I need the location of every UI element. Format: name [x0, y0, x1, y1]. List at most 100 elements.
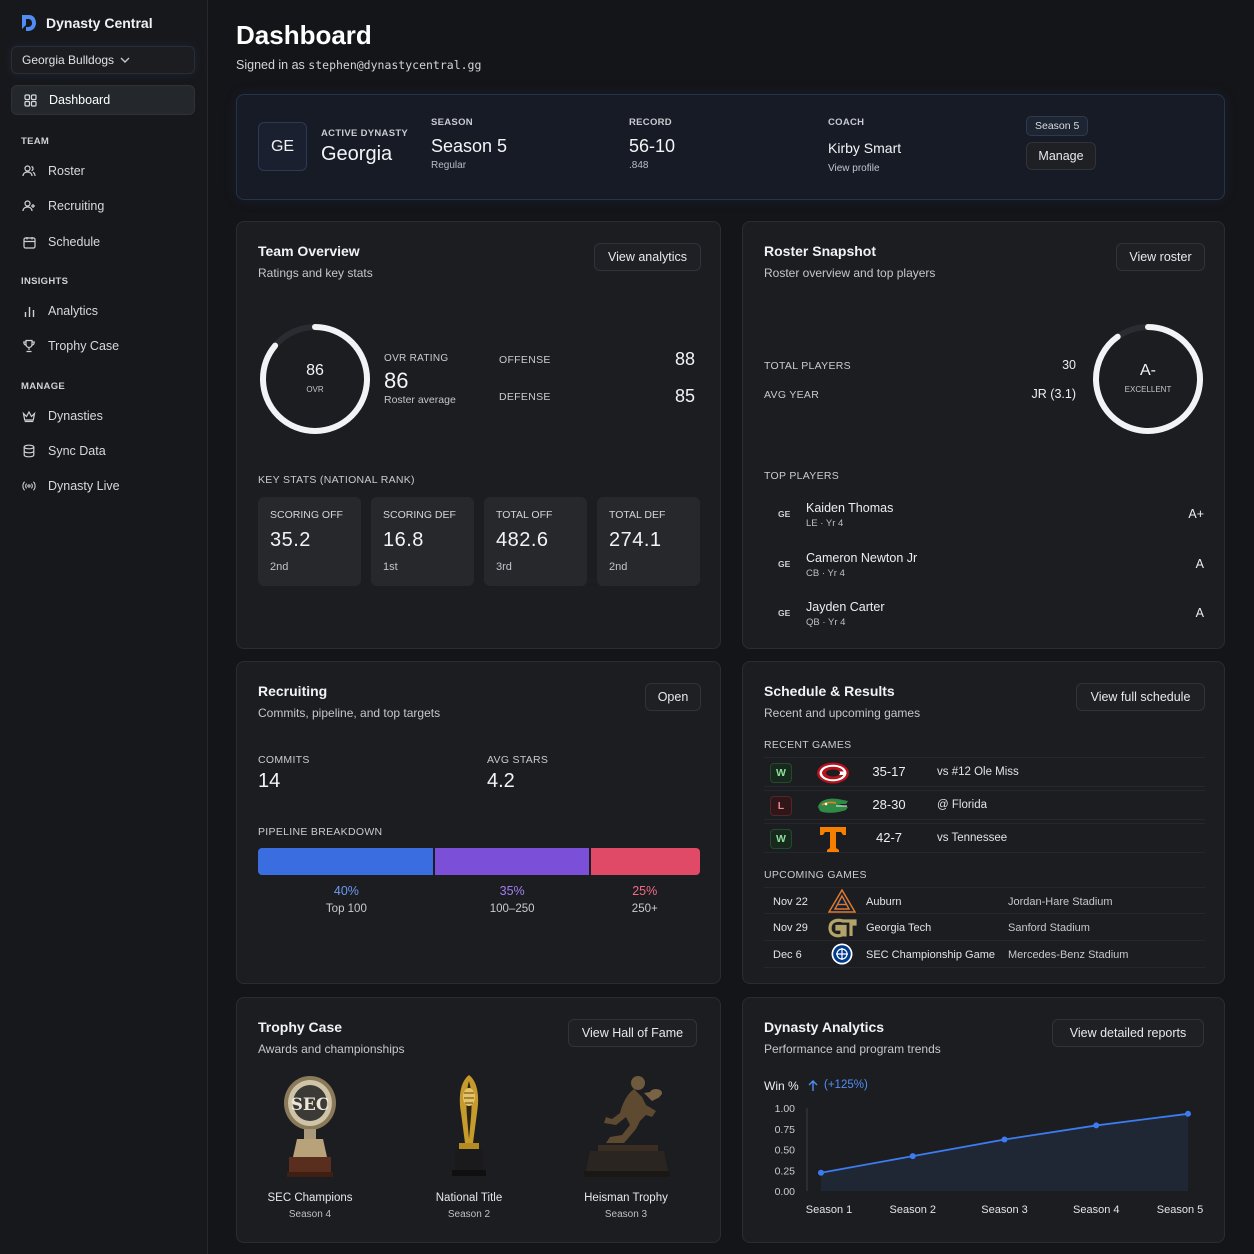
- record-percentage: .848: [629, 160, 649, 171]
- ovr-rating-value: 86: [384, 368, 409, 393]
- view-detailed-reports-button[interactable]: View detailed reports: [1052, 1019, 1204, 1047]
- data-point[interactable]: [909, 1153, 916, 1160]
- sidebar-item-label: Trophy Case: [48, 339, 120, 353]
- player-name: Jayden Carter: [806, 600, 885, 614]
- sidebar: Dynasty Central Georgia Bulldogs Dashboa…: [0, 0, 208, 1254]
- ovr-caption: Roster average: [384, 394, 456, 406]
- view-profile-link[interactable]: View profile: [828, 163, 880, 174]
- card-subtitle: Commits, pipeline, and top targets: [258, 706, 441, 720]
- georgia-tech-logo-icon: [828, 918, 857, 938]
- recent-game-row[interactable]: W 42-7 vs Tennessee: [764, 823, 1205, 853]
- upcoming-game-row[interactable]: Nov 22 Auburn Jordan-Hare Stadium: [764, 887, 1205, 914]
- trophy-item[interactable]: Heisman Trophy Season 3: [551, 1073, 701, 1220]
- defense-value: 85: [674, 386, 695, 406]
- manage-button[interactable]: Manage: [1026, 142, 1096, 170]
- y-tick-label: 1.00: [775, 1103, 796, 1115]
- team-overview-card: Team Overview Ratings and key stats View…: [236, 221, 721, 649]
- data-point[interactable]: [1185, 1110, 1191, 1117]
- top-players-label: TOP PLAYERS: [764, 470, 840, 482]
- sidebar-item-label: Dynasties: [48, 409, 103, 423]
- view-hall-of-fame-button[interactable]: View Hall of Fame: [568, 1019, 697, 1047]
- team-badge: GE: [258, 122, 307, 171]
- pipeline-label: PIPELINE BREAKDOWN: [258, 826, 383, 838]
- stat-value: 35.2: [270, 529, 311, 551]
- player-team-badge: GE: [778, 608, 791, 618]
- view-analytics-button[interactable]: View analytics: [594, 243, 701, 271]
- player-grade: A: [1195, 557, 1204, 571]
- recent-game-row[interactable]: L 28-30 @ Florida: [764, 790, 1205, 820]
- trophy-name: SEC Champions: [267, 1192, 353, 1204]
- view-full-schedule-button[interactable]: View full schedule: [1076, 683, 1205, 711]
- upcoming-game-row[interactable]: Dec 6 SEC Championship Game Mercedes-Ben…: [764, 941, 1205, 968]
- active-dynasty-banner: GE ACTIVE DYNASTY Georgia SEASON Season …: [236, 94, 1225, 200]
- game-score: 42-7: [875, 830, 903, 845]
- pipeline-percent: 40%: [333, 884, 359, 898]
- card-subtitle: Performance and program trends: [764, 1042, 941, 1056]
- card-title: Recruiting: [258, 683, 328, 699]
- nav-section-insights: INSIGHTS: [21, 276, 69, 287]
- sidebar-item-recruiting[interactable]: Recruiting: [11, 191, 195, 221]
- team-select[interactable]: Georgia Bulldogs: [11, 46, 195, 74]
- open-button[interactable]: Open: [645, 683, 701, 711]
- pipeline-legend-item: 40% Top 100: [301, 884, 391, 915]
- sec-trophy-emblem: SEC: [291, 1095, 330, 1115]
- brand[interactable]: Dynasty Central: [20, 13, 153, 33]
- data-point[interactable]: [1093, 1122, 1100, 1129]
- ovr-rating-label: OVR RATING: [384, 353, 449, 364]
- x-tick-label: Season 1: [806, 1204, 852, 1216]
- tennessee-t-logo-icon: [820, 827, 846, 852]
- sidebar-item-dynasties[interactable]: Dynasties: [11, 401, 195, 431]
- trophy-item[interactable]: National Title Season 2: [394, 1073, 544, 1220]
- sidebar-item-trophy-case[interactable]: Trophy Case: [11, 331, 195, 361]
- defense-label: DEFENSE: [499, 391, 551, 403]
- x-tick-label: Season 4: [1073, 1204, 1119, 1216]
- sidebar-item-label: Sync Data: [48, 444, 106, 458]
- player-row[interactable]: GE Jayden Carter QB · Yr 4 A: [764, 594, 1204, 634]
- stat-label: SCORING DEF: [383, 509, 456, 521]
- pipeline-tier-label: 100–250: [489, 903, 535, 915]
- upcoming-games-label: UPCOMING GAMES: [764, 869, 867, 881]
- grid-icon: [23, 93, 37, 107]
- stat-rank: 3rd: [496, 561, 512, 573]
- game-date: Nov 22: [773, 896, 808, 908]
- y-tick-label: 0.50: [775, 1145, 796, 1157]
- sidebar-item-label: Roster: [48, 164, 85, 178]
- sidebar-item-roster[interactable]: Roster: [11, 156, 195, 186]
- sidebar-item-sync-data[interactable]: Sync Data: [11, 436, 195, 466]
- user-email: stephen@dynastycentral.gg: [308, 58, 482, 72]
- florida-gator-logo-icon: [818, 798, 848, 813]
- data-point[interactable]: [1001, 1136, 1008, 1143]
- pipeline-segment: [258, 848, 434, 875]
- sidebar-item-dashboard[interactable]: Dashboard: [11, 85, 195, 115]
- trophy-item[interactable]: SEC SEC Champions Season 4: [235, 1073, 385, 1220]
- total-players-value: 30: [1062, 358, 1076, 372]
- season-type: Regular: [431, 160, 467, 171]
- trophy-name: Heisman Trophy: [584, 1192, 668, 1204]
- bar-chart-icon: [22, 304, 36, 318]
- stat-box: SCORING OFF 35.2 2nd: [258, 497, 361, 586]
- card-title: Roster Snapshot: [764, 243, 877, 259]
- player-row[interactable]: GE Kaiden Thomas LE · Yr 4 A+: [764, 495, 1204, 535]
- active-dynasty-label: ACTIVE DYNASTY: [321, 128, 409, 139]
- stat-value: 274.1: [609, 529, 662, 551]
- chevron-down-icon: [120, 55, 130, 66]
- sidebar-item-schedule[interactable]: Schedule: [11, 227, 195, 257]
- sidebar-item-label: Dashboard: [49, 93, 111, 107]
- record-value: 56-10: [629, 136, 676, 156]
- upcoming-game-row[interactable]: Nov 29 Georgia Tech Sanford Stadium: [764, 914, 1205, 941]
- game-opponent: Georgia Tech: [866, 922, 932, 934]
- card-title: Dynasty Analytics: [764, 1019, 885, 1035]
- player-row[interactable]: GE Cameron Newton Jr CB · Yr 4 A: [764, 545, 1204, 585]
- season-label: SEASON: [431, 117, 473, 128]
- recent-game-row[interactable]: W 35-17 vs #12 Ole Miss: [764, 757, 1205, 787]
- avg-year-value: JR (3.1): [1031, 387, 1076, 401]
- data-point[interactable]: [818, 1169, 824, 1176]
- dynasty-analytics-card: Dynasty Analytics Performance and progra…: [742, 997, 1225, 1243]
- total-players-label: TOTAL PLAYERS: [764, 360, 851, 372]
- season-tag: Season 5: [1026, 116, 1089, 136]
- sidebar-item-dynasty-live[interactable]: Dynasty Live: [11, 471, 195, 501]
- sidebar-item-analytics[interactable]: Analytics: [11, 296, 195, 326]
- player-grade: A+: [1188, 507, 1204, 521]
- dynasty-logo-icon: [22, 15, 36, 31]
- view-roster-button[interactable]: View roster: [1116, 243, 1205, 271]
